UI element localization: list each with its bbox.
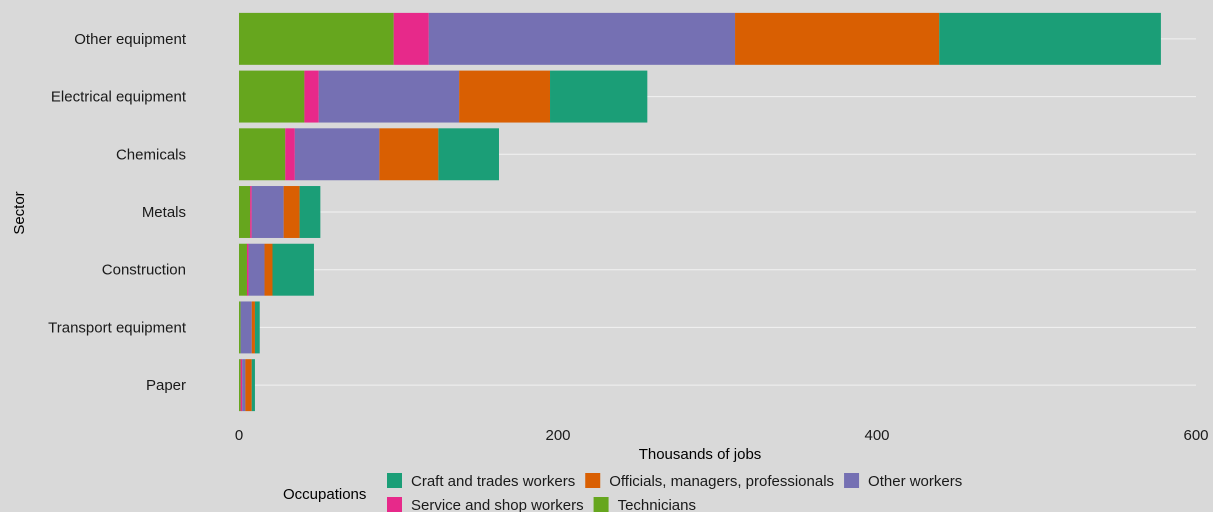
- bar-segment: [304, 70, 319, 123]
- bar-segment: [264, 243, 273, 296]
- bar-segment: [393, 12, 429, 65]
- bar-segment: [272, 243, 314, 296]
- legend-label: Craft and trades workers: [411, 473, 575, 490]
- y-tick-label: Paper: [146, 377, 186, 394]
- y-tick-label: Transport equipment: [48, 319, 187, 336]
- legend-swatch: [387, 473, 402, 488]
- bar-segment: [299, 186, 321, 238]
- bar-segment: [248, 243, 265, 296]
- y-tick-label: Other equipment: [74, 31, 187, 48]
- legend-label: Other workers: [868, 473, 962, 490]
- y-tick-label: Electrical equipment: [51, 89, 187, 106]
- y-tick-labels: Other equipment Electrical equipment Chemi…: [48, 31, 187, 394]
- bar-segment: [239, 186, 251, 238]
- x-axis-title: Thousands of jobs: [639, 446, 762, 463]
- bar-segment: [239, 70, 305, 123]
- legend-label: Technicians: [618, 497, 696, 512]
- bar-segment: [285, 128, 295, 181]
- bar-segment: [550, 70, 648, 123]
- bars: [239, 12, 1161, 412]
- bar-segment: [240, 301, 252, 354]
- x-tick-labels: 0 200 400 600: [235, 427, 1209, 444]
- legend-label: Officials, managers, professionals: [609, 473, 834, 490]
- bar-segment: [939, 12, 1161, 65]
- bar-segment: [251, 359, 255, 412]
- bar-segment: [242, 359, 246, 412]
- bar-segment: [245, 359, 252, 412]
- bar-segment: [438, 128, 499, 181]
- bar-segment: [239, 359, 241, 412]
- bar-segment: [239, 243, 247, 296]
- bar-segment: [240, 359, 243, 412]
- legend-swatch: [593, 497, 609, 512]
- bar-segment: [254, 301, 260, 354]
- legend-label: Service and shop workers: [411, 497, 584, 512]
- bar-segment: [428, 12, 736, 65]
- bar-segment: [250, 186, 252, 238]
- bar-segment: [239, 128, 286, 181]
- bar-segment: [459, 70, 551, 123]
- y-tick-label: Chemicals: [116, 146, 186, 163]
- bar-segment: [379, 128, 439, 181]
- legend-title: Occupations: [283, 486, 366, 503]
- bar-segment: [283, 186, 300, 238]
- x-tick-label: 0: [235, 427, 243, 444]
- y-axis-title: Sector: [11, 191, 28, 234]
- x-tick-label: 200: [545, 427, 570, 444]
- legend-swatch: [585, 473, 601, 488]
- legend: Occupations Craft and trades workers Offi…: [283, 473, 962, 512]
- bar-segment: [735, 12, 940, 65]
- y-tick-label: Construction: [102, 262, 186, 279]
- x-tick-label: 600: [1183, 427, 1208, 444]
- x-tick-label: 400: [864, 427, 889, 444]
- legend-swatch: [387, 497, 402, 512]
- bar-segment: [318, 70, 460, 123]
- bar-segment: [294, 128, 380, 181]
- y-tick-label: Metals: [142, 204, 186, 221]
- bar-segment: [251, 301, 255, 354]
- bar-segment: [251, 186, 284, 238]
- bar-segment: [239, 301, 241, 354]
- legend-swatch: [844, 473, 860, 488]
- bar-segment: [246, 243, 249, 296]
- bar-segment: [239, 12, 394, 65]
